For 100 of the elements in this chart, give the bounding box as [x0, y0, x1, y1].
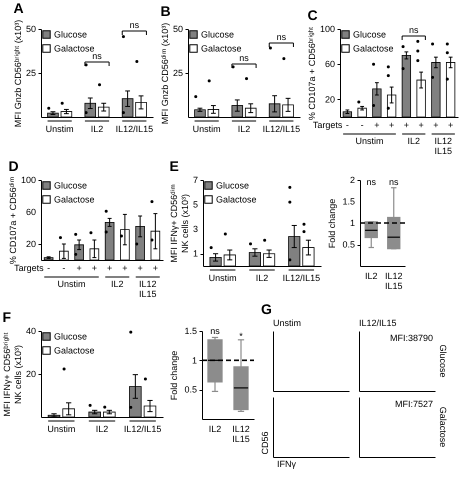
y-tick-label: 50	[172, 24, 183, 34]
y-tick-label: 1.5	[342, 196, 355, 206]
annotation: ns	[366, 177, 376, 187]
point	[386, 65, 390, 68]
y-tick-label: 0.5	[342, 240, 355, 250]
y-tick-label: 1	[192, 355, 197, 366]
x-tick-label: IL12/IL15	[124, 424, 162, 434]
y-tick-label: 1.5	[184, 326, 197, 336]
x-tick-label: +	[92, 263, 98, 273]
legend-label: Glucose	[54, 332, 88, 342]
y-tick-label: 100	[20, 175, 36, 185]
point	[357, 100, 360, 104]
y-axis-title: MFI Gnzb CD56ᵈⁱᵐ (x10³)	[160, 22, 170, 124]
text: MFI:7527	[394, 399, 433, 409]
y-tick-label: 40	[26, 326, 36, 336]
point	[446, 42, 449, 46]
y-axis-title: Fold change	[327, 198, 337, 248]
x-tick-label: +	[76, 263, 82, 273]
x-tick-label: -	[62, 263, 66, 273]
legend-label: Galactose	[54, 346, 95, 356]
y-tick-label: 20	[26, 369, 36, 379]
y-axis-title: % CD107a + CD56ᵇʳⁱᵍʰᵗ	[307, 26, 317, 120]
x-tick-label: Unstim	[46, 124, 74, 134]
x-tick-label: +	[404, 120, 410, 130]
y-tick-label: 5	[192, 200, 198, 210]
x-tick-label: Unstim	[47, 424, 76, 434]
x-tick-label: +	[152, 263, 158, 273]
point	[372, 62, 376, 66]
legend-label: Galactose	[353, 44, 394, 54]
annotation: *	[239, 331, 244, 341]
point	[74, 232, 78, 236]
x-tick-label: +	[418, 120, 424, 130]
annotation: ns	[276, 32, 287, 42]
point	[74, 252, 78, 256]
annotation: ns	[130, 20, 140, 30]
annotation: ns	[388, 177, 399, 187]
chart-title: D	[8, 158, 19, 174]
legend-label: Galactose	[54, 44, 95, 54]
point	[150, 238, 154, 242]
text: Targets	[312, 120, 343, 130]
y-axis-title: MFI IFNγ+ CD56ᵇʳⁱᵍʰᵗ NK cells (x10³)	[2, 332, 23, 417]
chart-title: E	[170, 158, 179, 174]
point	[446, 78, 449, 81]
x-tick-label: -	[360, 120, 364, 130]
x-tick-label: IL12/IL15	[116, 124, 154, 134]
x-tick-label: IL2	[256, 273, 268, 283]
y-axis-title: Fold change	[169, 350, 179, 400]
point	[402, 67, 405, 70]
point	[120, 234, 123, 238]
x-tick-label: IL12/IL15	[262, 124, 300, 134]
x-tick-label: IL2	[208, 424, 222, 434]
text: IL2	[407, 136, 420, 146]
point	[416, 59, 420, 62]
x-tick-label: +	[122, 263, 128, 273]
y-tick-label: 25	[26, 68, 36, 78]
point	[386, 106, 390, 110]
annotation: ns	[210, 326, 220, 336]
y-tick-label: 3	[192, 224, 198, 234]
y-axis-title: MFI Gnzb CD56ᵇʳⁱᵍʰᵗ (x10³)	[13, 20, 23, 128]
point	[402, 45, 405, 48]
point	[372, 104, 376, 108]
legend-label: Glucose	[353, 30, 386, 40]
y-tick-label: 60	[26, 207, 36, 217]
point	[89, 231, 92, 234]
text: IFNγ	[277, 459, 296, 469]
text: CD56	[260, 431, 270, 455]
legend-label: Galactose	[216, 194, 257, 204]
chart-title: C	[308, 7, 318, 23]
point	[150, 200, 154, 204]
annotation: ns	[408, 25, 419, 35]
point	[104, 230, 108, 234]
x-tick-label: +	[448, 120, 454, 130]
legend-label: Glucose	[216, 180, 250, 190]
y-tick-label: 20	[324, 94, 335, 104]
y-tick-label: 7	[192, 175, 198, 185]
x-tick-label: IL2	[238, 124, 250, 134]
x-tick-label: IL12/IL15	[282, 273, 320, 283]
x-tick-label: +	[388, 120, 394, 130]
y-tick-label: 1	[192, 248, 198, 259]
text: Galactose	[438, 406, 448, 448]
chart-title: F	[2, 309, 12, 325]
legend-label: Glucose	[201, 30, 234, 40]
x-tick-label: -	[346, 120, 349, 130]
y-tick-label: 50	[26, 24, 36, 34]
y-tick-label: 20	[26, 239, 36, 249]
x-tick-label: IL2	[364, 271, 378, 281]
legend-label: Galactose	[201, 44, 242, 54]
text: MFI:38790	[390, 333, 433, 343]
x-tick-label: IL12 IL15	[384, 271, 403, 291]
point	[431, 76, 434, 79]
chart-title: B	[160, 2, 171, 19]
point	[104, 210, 108, 213]
y-tick-label: 0.5	[184, 384, 197, 395]
point	[58, 236, 62, 240]
text: G	[261, 301, 272, 317]
x-tick-label: +	[433, 120, 439, 130]
x-tick-label: Unstim	[192, 124, 221, 134]
annotation: ns	[92, 51, 102, 61]
x-tick-label: IL2	[90, 124, 104, 134]
x-tick-label: -	[47, 263, 50, 273]
